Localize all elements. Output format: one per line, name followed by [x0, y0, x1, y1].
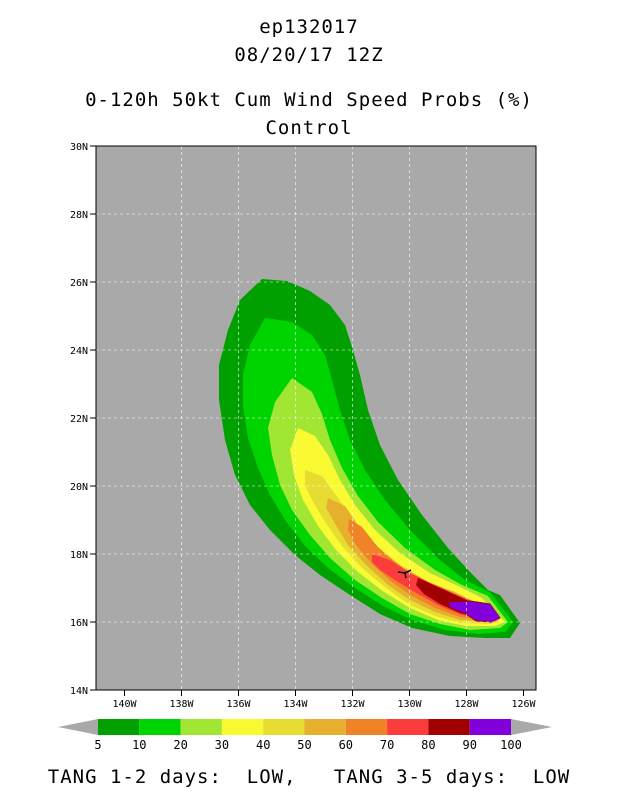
datetime-title: 08/20/17 12Z: [234, 44, 384, 66]
lon-label-140w: 140W: [112, 699, 137, 710]
legend-label-80: 80: [421, 738, 435, 752]
legend-label-60: 60: [339, 738, 353, 752]
legend-label-70: 70: [380, 738, 394, 752]
legend-swatch-40: [263, 719, 305, 735]
legend-label-50: 50: [297, 738, 311, 752]
lon-label-138w: 138W: [169, 699, 194, 710]
lon-label-126w: 126W: [511, 699, 536, 710]
legend-swatch-20: [180, 719, 222, 735]
legend-swatch-60: [345, 719, 388, 735]
legend-labels: 5 10 20 30 40 50 60 70 80 90 100: [94, 738, 521, 752]
legend-swatch-80: [428, 719, 470, 735]
legend-swatch-90: [469, 719, 511, 735]
legend-swatch-10: [139, 719, 181, 735]
lon-label-132w: 132W: [340, 699, 365, 710]
legend-label-100: 100: [500, 738, 522, 752]
legend-arrow-left: [58, 719, 98, 735]
legend-label-10: 10: [132, 738, 146, 752]
legend-label-20: 20: [173, 738, 187, 752]
legend-label-30: 30: [215, 738, 229, 752]
legend-bar: 5 10 20 30 40 50 60 70 80 90 100: [58, 719, 552, 752]
lat-label-20n: 20N: [70, 482, 88, 493]
lat-label-22n: 22N: [70, 414, 88, 425]
product-title: 0-120h 50kt Cum Wind Speed Probs (%): [85, 89, 533, 111]
lon-axis: 140W 138W 136W 134W 132W 130W 128W 126W: [112, 690, 537, 710]
lat-label-30n: 30N: [70, 142, 88, 153]
lat-label-18n: 18N: [70, 550, 88, 561]
lon-label-130w: 130W: [397, 699, 422, 710]
lat-label-26n: 26N: [70, 278, 88, 289]
lat-label-16n: 16N: [70, 618, 88, 629]
contour-100: [470, 602, 500, 622]
grid-lines: [96, 146, 536, 690]
legend-label-90: 90: [462, 738, 476, 752]
lon-label-134w: 134W: [283, 699, 308, 710]
legend-label-5: 5: [94, 738, 101, 752]
run-title: Control: [265, 117, 353, 139]
tang-summary: TANG 1-2 days: LOW, TANG 3-5 days: LOW: [47, 766, 571, 788]
legend-swatch-30: [221, 719, 264, 735]
storm-id-title: ep132017: [259, 16, 359, 38]
lon-label-136w: 136W: [226, 699, 251, 710]
lon-label-128w: 128W: [454, 699, 479, 710]
contour-20: [268, 378, 508, 630]
lat-axis: 30N 28N 26N 24N 22N 20N 18N 16N 14N: [70, 142, 96, 697]
legend-swatch-5: [98, 719, 140, 735]
legend-arrow-right: [511, 719, 552, 735]
tropical-storm-icon: [397, 569, 412, 579]
legend-swatch-70: [387, 719, 429, 735]
lat-label-24n: 24N: [70, 346, 88, 357]
legend-swatches: [98, 719, 511, 735]
lat-label-28n: 28N: [70, 210, 88, 221]
lat-label-14n: 14N: [70, 686, 88, 697]
legend-label-40: 40: [256, 738, 270, 752]
legend-swatch-50: [304, 719, 346, 735]
